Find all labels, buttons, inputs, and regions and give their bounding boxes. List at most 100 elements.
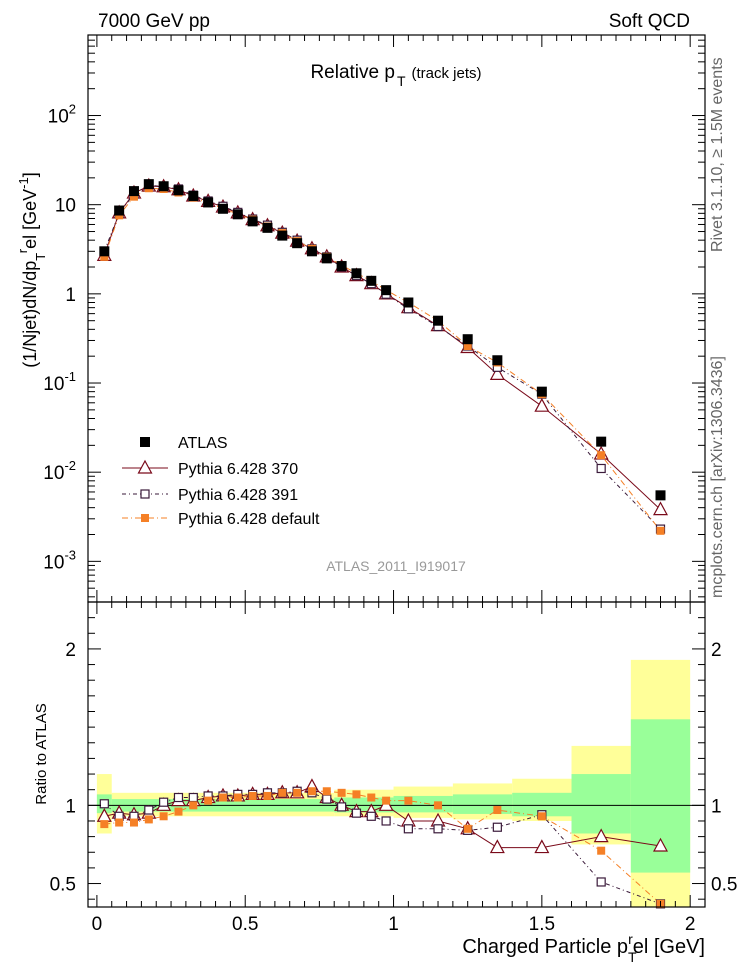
point-atlas (277, 230, 288, 241)
y-tick-label: 10-1 (43, 369, 76, 395)
ratio-y-tick-label-right: 2 (711, 640, 722, 661)
ratio-point-p391 (144, 805, 154, 815)
mcplots-label: mcplots.cern.ch [arXiv:1306.3436] (709, 356, 726, 598)
ratio-point-pdefault (404, 796, 413, 805)
ratio-point-p391 (188, 792, 198, 803)
legend-marker-pdefault (141, 514, 149, 522)
ratio-point-pdefault (278, 788, 287, 797)
point-atlas (655, 490, 666, 501)
ratio-point-pdefault (189, 801, 198, 810)
ratio-point-pdefault (597, 846, 606, 855)
point-atlas (366, 275, 377, 286)
ratio-point-p391 (433, 824, 443, 834)
point-atlas (536, 386, 547, 397)
point-p391 (596, 463, 606, 474)
ratio-point-pdefault (100, 820, 109, 829)
point-atlas (262, 222, 273, 233)
x-tick-label: 1.5 (529, 914, 555, 935)
point-pdefault (129, 192, 138, 201)
y-tick-label-exponent: -2 (64, 458, 76, 473)
ratio-bands (96, 659, 691, 907)
main-x-ticks (96, 35, 691, 602)
point-atlas (381, 285, 392, 296)
ratio-point-pdefault (129, 818, 138, 827)
ratio-point-pdefault (144, 815, 153, 824)
watermark: ATLAS_2011_I919017 (326, 558, 466, 574)
main-series (96, 177, 669, 535)
y-tick-label: 10-3 (43, 547, 76, 573)
point-pdefault (100, 252, 109, 261)
ratio-point-p391 (596, 877, 606, 887)
point-atlas (292, 238, 303, 249)
point-atlas (306, 246, 317, 257)
ratio-y-tick-label: 2 (65, 640, 76, 661)
ratio-point-pdefault (307, 787, 316, 796)
rivet-label: Rivet 3.1.10, ≥ 1.5M events (709, 57, 726, 252)
ratio-point-pdefault (159, 812, 168, 821)
ratio-series (96, 778, 669, 909)
point-atlas (99, 246, 110, 257)
point-atlas (492, 355, 503, 366)
point-atlas (247, 216, 258, 227)
ratio-point-pdefault (115, 818, 124, 827)
y-tick-label-exponent: -1 (64, 369, 76, 384)
point-atlas (321, 253, 332, 264)
ratio-point-pdefault (322, 787, 331, 796)
ratio-point-pdefault (233, 793, 242, 802)
ratio-point-p391 (159, 797, 169, 807)
y-tick-label-exponent: -3 (64, 547, 76, 562)
x-tick-label: 0 (92, 914, 103, 935)
x-tick-label: 2 (685, 914, 696, 935)
ratio-point-pdefault (352, 790, 361, 799)
point-atlas (173, 185, 184, 196)
ratio-point-pdefault (218, 793, 227, 802)
ratio-y-ticks: 0.5 0.5 1 1 2 2 (50, 617, 737, 900)
y-tick-label: 10 (55, 196, 76, 217)
ratio-point-p370 (534, 839, 550, 854)
ratio-point-p391 (173, 792, 184, 803)
ratio-panel-frame (87, 601, 706, 908)
y-tick-label: 10-2 (43, 458, 76, 484)
point-atlas (158, 181, 169, 192)
ratio-y-axis-label: Ratio to ATLAS (33, 703, 50, 804)
point-p370 (489, 366, 505, 380)
y-tick-label: 102 (48, 102, 76, 128)
point-atlas (336, 261, 347, 272)
uncertainty-band-inner (393, 795, 453, 813)
ratio-x-ticks: 0 0.5 1 1.5 2 (92, 602, 696, 935)
ratio-point-pdefault (248, 791, 257, 800)
ratio-point-p370 (593, 828, 609, 843)
y-tick-label-exponent: 2 (69, 102, 76, 117)
point-pdefault (597, 451, 606, 460)
series-line-pdefault (103, 187, 661, 532)
ratio-point-pdefault (337, 788, 346, 797)
ratio-point-p391 (381, 816, 391, 826)
header-left: 7000 GeV pp (98, 11, 210, 32)
ratio-point-p370 (652, 837, 669, 852)
point-atlas (596, 436, 607, 447)
ratio-point-p391 (366, 811, 376, 821)
legend-label-p370: Pythia 6.428 370 (178, 461, 298, 478)
legend-marker-p370 (137, 459, 153, 474)
legend-label-pdefault: Pythia 6.428 default (178, 511, 320, 528)
point-atlas (128, 186, 139, 197)
ratio-y-tick-label: 0.5 (50, 875, 76, 896)
point-pdefault (656, 526, 665, 535)
ratio-point-pdefault (382, 796, 391, 805)
uncertainty-band-inner (571, 774, 631, 834)
point-atlas (188, 191, 199, 202)
ratio-point-p370 (489, 839, 505, 854)
point-atlas (403, 297, 414, 308)
y-tick-label: 1 (65, 285, 76, 306)
ratio-point-p391 (99, 799, 109, 809)
ratio-point-pdefault (367, 793, 376, 802)
ratio-point-p391 (351, 808, 362, 818)
main-panel: 10-3 10-2 10-1 1 10 102 Relative p T (track jet… (15, 34, 706, 603)
x-tick-label: 0.5 (232, 914, 258, 935)
ratio-point-p391 (337, 802, 347, 812)
ratio-panel: 0.5 0.5 1 1 2 2 0 0.5 1 1.5 2 Ratio to ATLAS Char… (33, 601, 737, 965)
ratio-point-pdefault (493, 806, 502, 815)
ratio-y-tick-label-right: 0.5 (711, 875, 737, 896)
ratio-point-pdefault (434, 801, 443, 810)
